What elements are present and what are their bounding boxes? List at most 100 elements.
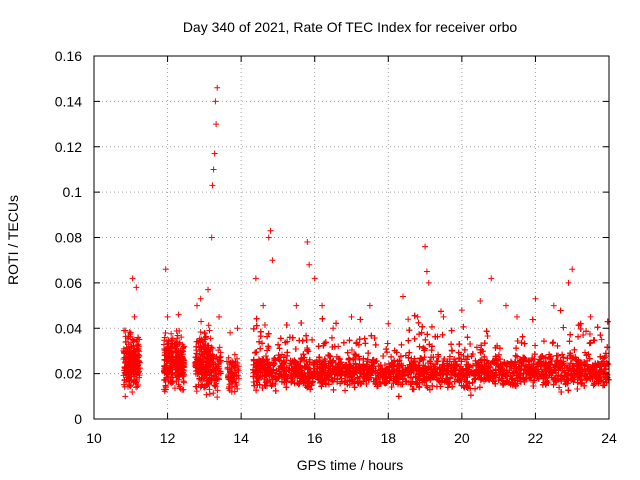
data-point [215, 376, 222, 383]
data-point [213, 380, 220, 387]
data-point [202, 364, 209, 371]
data-point [213, 121, 220, 128]
data-point [488, 275, 495, 282]
data-point [225, 354, 232, 361]
data-point [178, 354, 185, 361]
data-point [209, 360, 216, 367]
data-point [224, 372, 231, 379]
data-point [210, 355, 217, 362]
data-point [208, 234, 215, 241]
data-point [209, 345, 216, 352]
data-point [569, 266, 576, 273]
data-point [265, 234, 272, 241]
data-point [164, 313, 171, 320]
data-point [179, 366, 186, 373]
data-point [235, 372, 242, 379]
data-point [175, 353, 182, 360]
data-point [134, 337, 141, 344]
data-point [206, 327, 213, 334]
data-point [172, 338, 179, 345]
data-point [198, 345, 205, 352]
data-point [178, 334, 185, 341]
data-point [192, 364, 199, 371]
data-point [162, 364, 169, 371]
data-point [306, 261, 313, 268]
data-point [400, 293, 406, 300]
data-point [132, 366, 139, 373]
data-point [193, 358, 200, 365]
data-point [194, 302, 200, 309]
data-point [212, 98, 219, 105]
data-point [162, 266, 169, 273]
data-point [231, 362, 238, 369]
data-point [458, 307, 465, 314]
data-point [214, 84, 221, 91]
data-point [127, 352, 134, 359]
data-point [175, 376, 182, 383]
data-point [124, 335, 131, 342]
data-point [229, 378, 236, 385]
data-point [197, 352, 204, 359]
data-point [203, 346, 210, 353]
data-point [172, 372, 179, 379]
data-point [210, 390, 217, 397]
data-point [226, 383, 233, 390]
data-point [126, 351, 133, 358]
data-point [233, 379, 240, 386]
data-point [210, 374, 217, 381]
data-point [174, 332, 181, 339]
data-point [162, 369, 169, 376]
data-point [122, 370, 129, 377]
data-point [405, 316, 412, 323]
data-point [122, 338, 129, 345]
data-point [202, 334, 209, 341]
data-point [198, 358, 205, 365]
data-point [177, 385, 184, 392]
data-point [532, 295, 539, 302]
data-point [130, 337, 137, 344]
data-point [199, 381, 206, 388]
data-point [126, 381, 133, 388]
data-point [167, 378, 174, 385]
data-point [293, 302, 300, 309]
data-point [163, 374, 170, 381]
data-point [135, 341, 142, 348]
data-point [171, 385, 178, 392]
data-point [135, 352, 142, 359]
data-point [209, 182, 216, 189]
data-point [134, 378, 141, 385]
data-point [129, 389, 136, 396]
data-point [203, 333, 210, 340]
data-point [197, 329, 204, 336]
data-point [135, 370, 142, 377]
data-point [210, 166, 217, 173]
data-point [168, 357, 175, 364]
data-point [162, 377, 169, 384]
data-point [235, 375, 242, 382]
data-point [173, 328, 180, 335]
data-point [216, 354, 223, 361]
data-point [217, 349, 224, 356]
data-point [260, 302, 267, 309]
grid-lines [94, 56, 609, 419]
data-point [477, 298, 484, 305]
data-point [207, 335, 214, 342]
data-point [366, 302, 373, 309]
data-point [196, 362, 203, 369]
data-point [319, 302, 326, 309]
data-point [131, 313, 138, 320]
data-point [503, 302, 509, 309]
data-point [208, 379, 215, 386]
data-point [211, 366, 218, 373]
data-point [198, 375, 205, 382]
data-point [414, 313, 421, 320]
data-point [122, 358, 129, 365]
data-point [196, 368, 203, 375]
data-point [203, 372, 210, 379]
data-point [565, 279, 572, 286]
data-point [133, 284, 140, 291]
data-point [206, 386, 213, 393]
data-point [201, 330, 208, 337]
data-point [227, 329, 234, 336]
